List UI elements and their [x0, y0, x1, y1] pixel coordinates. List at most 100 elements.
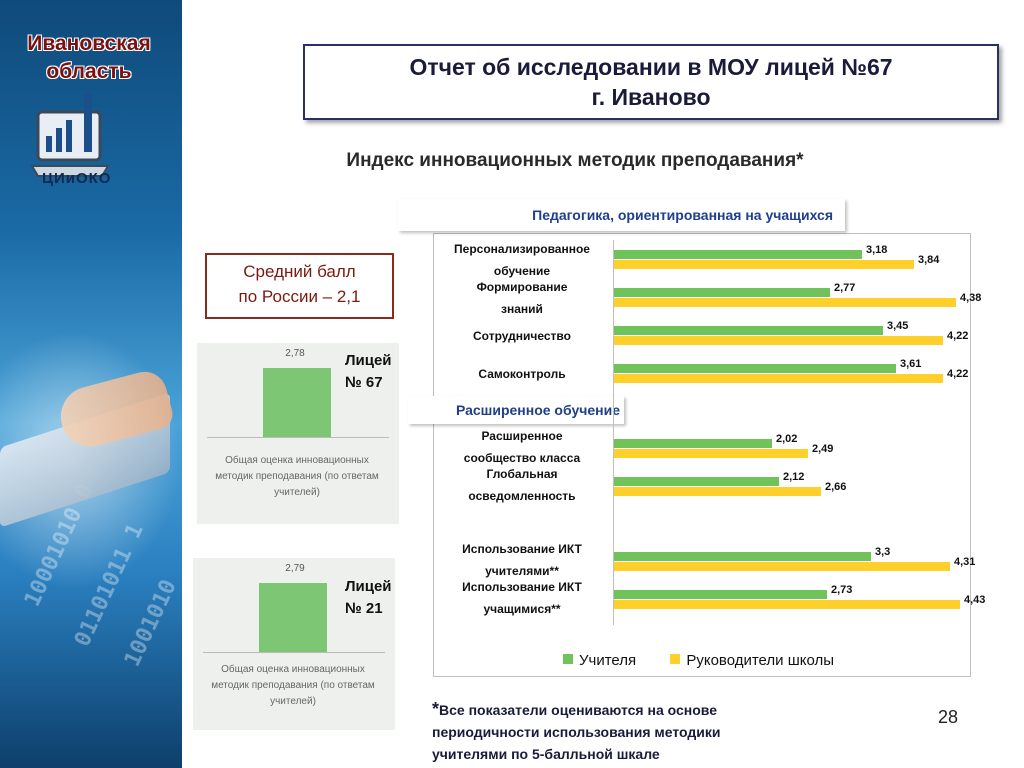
category-label: Глобальная осведомленность — [434, 463, 610, 507]
bar-teachers — [614, 439, 772, 448]
legend-swatch-teachers — [563, 654, 573, 664]
region-title-line2: область — [46, 60, 132, 83]
ciioko-logo-icon — [30, 92, 110, 177]
logo-text: ЦИиОКО — [42, 170, 112, 187]
page-number: 28 — [938, 707, 959, 727]
bar-teachers — [614, 326, 883, 335]
mini-chart-caption-line3: учителей) — [270, 696, 316, 707]
bar-value-label: 4,43 — [964, 594, 986, 606]
section-title: Расширенное обучение — [455, 402, 620, 418]
category-label-line2: сообщество класса — [463, 451, 581, 465]
mini-chart-caption: Общая оценка инновационных методик препо… — [193, 662, 393, 710]
mini-chart-lyceum-67: 2,78 Общая оценка инновационных методик … — [197, 343, 399, 524]
category-label-line1: Использование ИКТ — [462, 580, 582, 594]
footnote-star: * — [432, 699, 440, 719]
category-label: Формирование знаний — [434, 276, 610, 320]
category-label-line2: знаний — [501, 302, 543, 316]
bar-value-label: 2,77 — [834, 282, 856, 294]
legend-item-directors: Руководители школы — [670, 652, 834, 669]
mini-chart-axis — [207, 437, 389, 438]
bar-value-label: 2,73 — [831, 584, 853, 596]
category-label: Персонализированное обучение — [434, 238, 610, 282]
bar-directors — [614, 260, 914, 269]
page-title: Отчет об исследовании в МОУ лицей №67 г.… — [303, 52, 999, 112]
category-label-line1: Формирование — [476, 280, 568, 294]
legend-label: Учителя — [579, 652, 637, 669]
region-title-line1: Ивановская — [27, 32, 151, 55]
category-label-line1: Расширенное — [481, 429, 563, 443]
mini-chart-bar — [259, 583, 327, 652]
bar-value-label: 2,49 — [812, 443, 834, 455]
bar-value-label: 2,66 — [825, 481, 847, 493]
bar-directors — [614, 600, 960, 609]
russia-average-box — [205, 253, 394, 319]
school-label-21: Лицей № 21 — [345, 576, 392, 620]
region-title: Ивановская область — [6, 30, 172, 86]
school-label-line1: Лицей — [345, 578, 392, 595]
footnote: *Все показатели оцениваются на основе пе… — [432, 698, 812, 765]
school-label-line2: № 67 — [345, 374, 383, 391]
school-label-line2: № 21 — [345, 600, 383, 617]
category-label-line1: Самоконтроль — [478, 367, 566, 381]
category-label-line1: Использование ИКТ — [462, 542, 582, 556]
bar-teachers — [614, 590, 827, 599]
bar-directors — [614, 374, 943, 383]
mini-chart-caption-line3: учителей) — [274, 487, 320, 498]
bar-teachers — [614, 477, 779, 486]
category-label-line2: обучение — [493, 264, 551, 278]
category-label: Использование ИКТ учащимися** — [434, 576, 610, 620]
bar-value-label: 3,3 — [875, 546, 891, 558]
school-label-67: Лицей № 67 — [345, 350, 392, 394]
page-title-line2: г. Иваново — [591, 84, 711, 110]
bar-teachers — [614, 364, 896, 373]
russia-average-text: Средний балл по России – 2,1 — [205, 259, 394, 309]
bar-directors — [614, 298, 956, 307]
russia-average-line1: Средний балл — [243, 262, 356, 281]
bar-directors — [614, 487, 821, 496]
footnote-line1: *Все показатели оцениваются на основе — [432, 698, 812, 721]
bar-value-label: 4,22 — [947, 330, 969, 342]
mini-chart-value-label: 2,79 — [285, 563, 305, 574]
bar-value-label: 2,02 — [776, 433, 798, 445]
legend-label: Руководители школы — [686, 652, 835, 669]
category-label: Использование ИКТ учителями** — [434, 538, 610, 582]
category-label-line2: учителями** — [485, 564, 559, 578]
bar-value-label: 3,84 — [918, 254, 940, 266]
mini-chart-lyceum-21: 2,79 Общая оценка инновационных методик … — [193, 558, 395, 730]
mini-chart-caption-line2: методик преподавания (по ответам — [215, 471, 379, 482]
category-label: Расширенное сообщество класса — [434, 425, 610, 469]
footnote-line2: периодичности использования методики — [432, 724, 721, 740]
legend-item-teachers: Учителя — [563, 652, 636, 669]
russia-average-line2: по России – 2,1 — [238, 287, 361, 306]
category-label-line1: Сотрудничество — [473, 329, 571, 343]
bar-value-label: 4,38 — [960, 292, 982, 304]
mini-chart-value-label: 2,78 — [285, 348, 305, 359]
chart-axis — [613, 240, 614, 625]
mini-chart-caption-line1: Общая оценка инновационных — [225, 455, 369, 466]
bar-value-label: 3,45 — [887, 320, 909, 332]
mini-chart-axis — [203, 652, 385, 653]
bar-value-label: 3,18 — [866, 244, 888, 256]
category-label-line1: Персонализированное — [454, 242, 590, 256]
category-label-line2: осведомленность — [468, 489, 576, 503]
chart-legend: Учителя Руководители школы — [563, 652, 834, 669]
header-box — [303, 44, 999, 120]
section-tag-extended: Расширенное обучение — [408, 396, 624, 424]
mini-chart-bar — [263, 368, 331, 437]
section-title: Педагогика, ориентированная на учащихся — [532, 207, 833, 223]
mini-chart-caption: Общая оценка инновационных методик препо… — [197, 453, 397, 501]
category-label-line2: учащимися** — [483, 602, 561, 616]
bar-teachers — [614, 288, 830, 297]
bar-value-label: 3,61 — [900, 358, 922, 370]
bar-value-label: 4,22 — [947, 368, 969, 380]
mini-chart-caption-line1: Общая оценка инновационных — [221, 664, 365, 675]
footnote-line3: учителями по 5-балльной шкале — [432, 746, 660, 762]
footnote-line1-text: Все показатели оцениваются на основе — [439, 702, 717, 718]
bar-directors — [614, 336, 943, 345]
school-label-line1: Лицей — [345, 352, 392, 369]
page-title-line1: Отчет об исследовании в МОУ лицей №67 — [409, 54, 893, 80]
bar-directors — [614, 449, 808, 458]
legend-swatch-directors — [670, 654, 681, 664]
